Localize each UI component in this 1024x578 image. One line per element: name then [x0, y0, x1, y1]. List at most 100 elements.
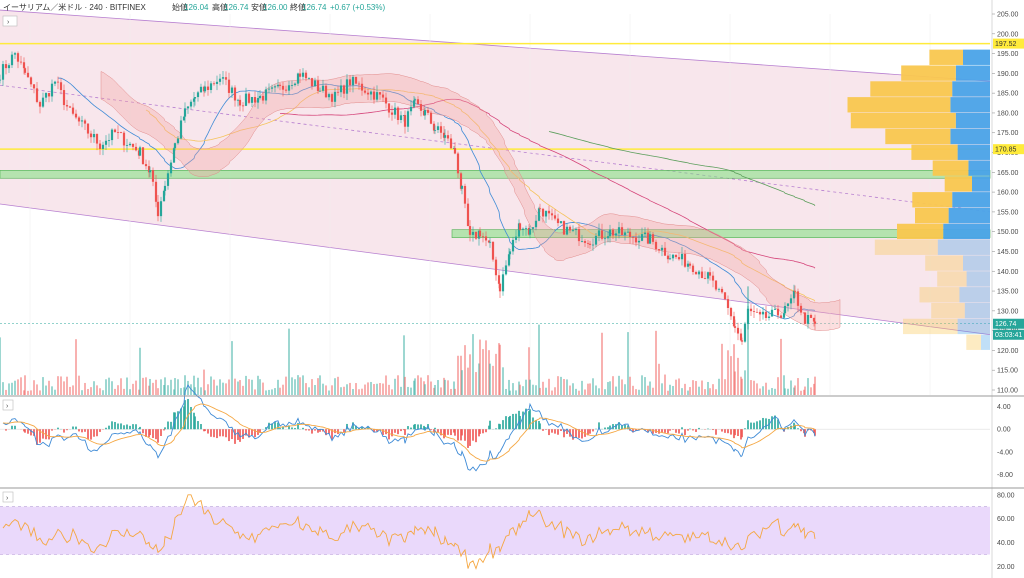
macd-histogram-bar	[294, 427, 296, 430]
candle-body	[256, 98, 260, 103]
macd-histogram-bar	[551, 429, 553, 433]
macd-histogram-bar	[376, 429, 378, 432]
volume-profile-sell-bar	[981, 334, 990, 350]
candle-body	[631, 236, 635, 238]
moving-average-line[interactable]	[145, 88, 816, 302]
volume-bar	[787, 388, 789, 395]
volume-bar	[355, 383, 357, 395]
candle-body	[711, 275, 715, 281]
collapse-button-rsi[interactable]: ›	[2, 491, 14, 503]
price-axis[interactable]: 205.00 200.00 195.00 190.00 185.00 180.00 175.…	[991, 0, 1024, 578]
volume-bar	[228, 379, 230, 395]
volume-bar	[361, 388, 363, 395]
candle-body	[412, 100, 416, 107]
volume-bar	[457, 355, 459, 395]
macd-histogram-bar	[450, 429, 452, 436]
close-value: 126.74	[302, 3, 327, 12]
macd-histogram-bar	[135, 424, 137, 430]
volume-bar	[404, 376, 406, 395]
collapse-button-macd[interactable]: ›	[2, 399, 14, 411]
candle-body	[53, 81, 57, 84]
candle-body	[764, 311, 768, 318]
moving-average-line[interactable]	[279, 98, 816, 269]
candle-body	[426, 110, 430, 113]
rsi-pane[interactable]	[0, 494, 990, 570]
candle-body	[468, 226, 472, 235]
ichimoku-cloud	[100, 71, 841, 331]
volume-bar	[391, 389, 393, 395]
macd-histogram-bar	[499, 424, 501, 430]
macd-histogram-bar	[737, 429, 739, 437]
collapse-button-main[interactable]: ›	[2, 15, 18, 27]
volume-bar	[69, 386, 71, 395]
macd-histogram-bar	[282, 426, 284, 430]
candle-body	[162, 190, 166, 202]
macd-histogram-bar	[142, 429, 144, 434]
candle-body	[393, 107, 397, 115]
candle-body	[159, 201, 163, 217]
volume-bar	[184, 375, 186, 395]
macd-histogram-bar	[464, 429, 466, 441]
channel-upper-line[interactable]	[0, 9, 991, 82]
macd-histogram-bar	[254, 429, 256, 438]
rsi-band	[0, 506, 990, 555]
candle-body	[113, 129, 117, 133]
moving-average-line[interactable]	[548, 131, 816, 206]
macd-histogram-bar	[11, 425, 13, 430]
volume-bar	[403, 335, 405, 395]
candle-body	[446, 135, 450, 139]
macd-histogram-bar	[66, 429, 68, 431]
volume-bar	[712, 384, 714, 395]
price-tick-label: 135.00	[997, 289, 1019, 296]
candle-body	[697, 271, 701, 275]
price-tick-label: 200.00	[997, 31, 1019, 38]
volume-bar	[667, 390, 669, 395]
rsi-tick-label: 40.00	[997, 540, 1015, 547]
volume-bar	[291, 377, 293, 395]
volume-profile-sell-bar	[950, 97, 990, 113]
macd-histogram-bar	[132, 424, 134, 430]
macd-histogram-bar	[669, 429, 671, 431]
candle-body	[691, 265, 695, 273]
volume-bar	[515, 390, 517, 395]
volume-bar	[538, 324, 540, 395]
macd-line[interactable]	[2, 384, 816, 472]
macd-histogram-bar	[204, 429, 206, 432]
volume-bar	[93, 381, 95, 395]
rsi-tick-label: 80.00	[997, 492, 1015, 499]
candle-body	[327, 94, 331, 98]
price-tick-label: 150.00	[997, 229, 1019, 236]
volume-bar	[598, 388, 600, 395]
macd-histogram-bar	[461, 429, 463, 436]
macd-histogram-bar	[765, 418, 767, 430]
candle-body	[227, 79, 231, 93]
macd-histogram-bar	[213, 429, 215, 438]
macd-histogram-bar	[343, 429, 345, 432]
candle-body	[74, 113, 78, 118]
volume-profile-sell-bar	[964, 302, 990, 319]
macd-histogram-bar	[479, 429, 481, 434]
price-tick-label: 175.00	[997, 130, 1019, 137]
macd-signal-line[interactable]	[2, 403, 816, 462]
macd-histogram-bar	[42, 429, 44, 439]
macd-histogram-bar	[167, 421, 169, 430]
candle-body	[793, 290, 797, 292]
volume-bar	[308, 387, 310, 395]
macd-histogram-bar	[485, 429, 487, 433]
candle-body	[89, 133, 93, 138]
candle-body	[782, 313, 786, 318]
candle-body	[677, 257, 681, 260]
rsi-line[interactable]	[2, 494, 816, 570]
candle-body	[253, 97, 257, 103]
candle-body	[182, 116, 186, 121]
macd-histogram-bar	[96, 429, 98, 437]
volume-bar	[152, 382, 154, 395]
macd-pane[interactable]	[0, 384, 990, 472]
candle-body	[568, 226, 572, 231]
candle-body	[333, 91, 337, 102]
volume-bar	[177, 379, 179, 395]
macd-histogram-bar	[437, 429, 439, 433]
candle-body	[281, 85, 285, 90]
macd-histogram-bar	[177, 411, 179, 430]
